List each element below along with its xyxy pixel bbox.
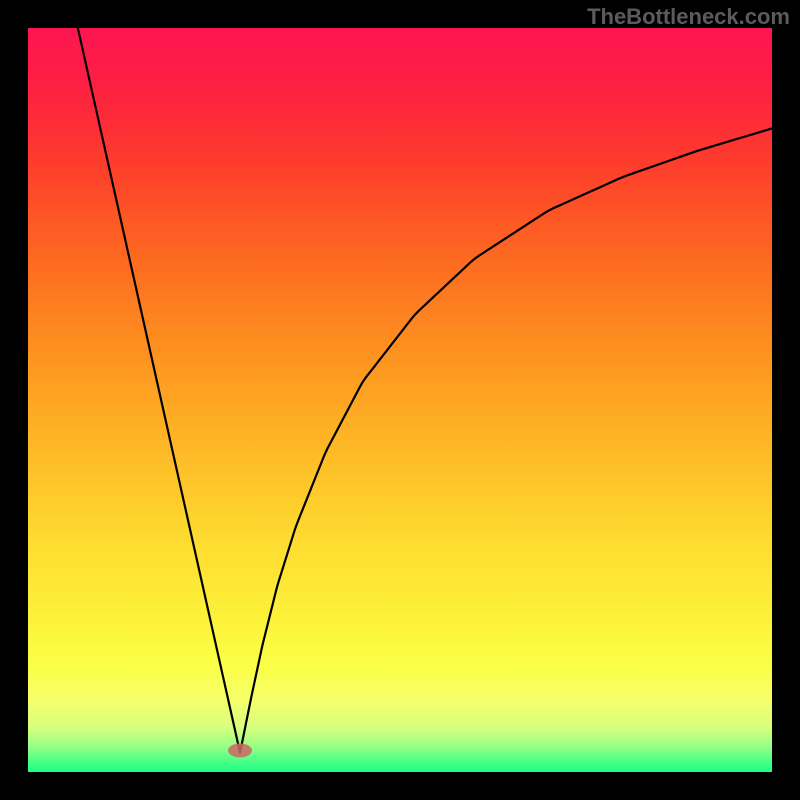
plot-background (28, 28, 772, 772)
optimal-point-marker (228, 743, 252, 757)
watermark-text: TheBottleneck.com (587, 4, 790, 30)
bottleneck-curve-chart (0, 0, 800, 800)
chart-container: { "watermark": { "text": "TheBottleneck.… (0, 0, 800, 800)
